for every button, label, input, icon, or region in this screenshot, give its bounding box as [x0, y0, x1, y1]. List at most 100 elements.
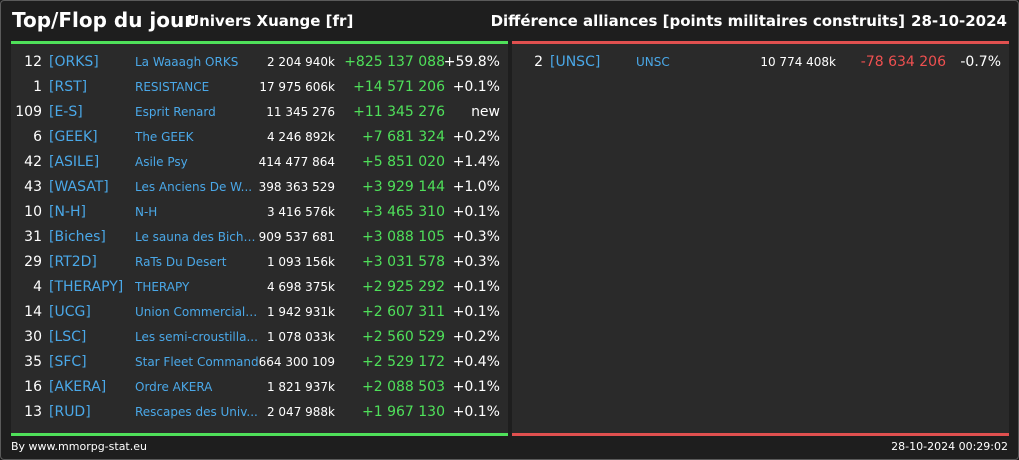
- alliance-name-link[interactable]: Esprit Renard: [135, 105, 216, 119]
- top-row: 29 [RT2D] RaTs Du Desert 1 093 156k +3 031 5…: [11, 250, 508, 275]
- alliance-points: 1 821 937k: [266, 380, 335, 394]
- percent-change: +1.0%: [452, 179, 500, 195]
- alliance-rank: 4: [33, 279, 42, 295]
- top-row: 43 [WASAT] Les Anciens De W... 398 363 529 +…: [11, 175, 508, 200]
- alliance-name-link[interactable]: Les Anciens De W...: [135, 180, 253, 194]
- alliance-name-link[interactable]: THERAPY: [135, 280, 190, 294]
- alliance-points: 11 345 276: [266, 105, 335, 119]
- percent-change: +1.4%: [452, 154, 500, 170]
- alliance-rank: 35: [24, 354, 42, 370]
- alliance-tag-link[interactable]: [AKERA]: [49, 379, 107, 395]
- alliance-name-link[interactable]: RaTs Du Desert: [135, 255, 227, 269]
- percent-change: +0.3%: [452, 254, 500, 270]
- flop-row: 2 [UNSC] UNSC 10 774 408k -78 634 206 -0.7%: [512, 50, 1009, 75]
- alliance-tag-link[interactable]: [RUD]: [49, 404, 91, 420]
- alliance-rank: 6: [33, 129, 42, 145]
- points-difference: +1 967 130: [362, 404, 445, 420]
- alliance-tag-link[interactable]: [WASAT]: [49, 179, 109, 195]
- points-difference: +2 560 529: [362, 329, 445, 345]
- points-difference: +825 137 088: [344, 54, 445, 70]
- alliance-tag-link[interactable]: [GEEK]: [49, 129, 98, 145]
- alliance-rank: 1: [33, 79, 42, 95]
- universe-subtitle: Univers Xuange [fr]: [187, 12, 354, 30]
- alliance-points: 414 477 864: [258, 155, 335, 169]
- alliance-rank: 13: [24, 404, 42, 420]
- percent-change: +0.2%: [452, 329, 500, 345]
- points-difference: +11 345 276: [353, 104, 445, 120]
- alliance-name-link[interactable]: Rescapes des Univ...: [135, 405, 258, 419]
- alliance-tag-link[interactable]: [UNSC]: [550, 54, 601, 70]
- alliance-points: 10 774 408k: [760, 55, 836, 69]
- alliance-tag-link[interactable]: [RST]: [49, 79, 88, 95]
- alliance-rank: 10: [24, 204, 42, 220]
- top-row: 16 [AKERA] Ordre AKERA 1 821 937k +2 088 503…: [11, 375, 508, 400]
- alliance-points: 17 975 606k: [259, 80, 335, 94]
- alliance-rank: 2: [534, 54, 543, 70]
- top-row: 109 [E-S] Esprit Renard 11 345 276 +11 345 2…: [11, 100, 508, 125]
- alliance-name-link[interactable]: N-H: [135, 205, 158, 219]
- alliance-name-link[interactable]: Le sauna des Biche...: [135, 230, 259, 244]
- top-row: 13 [RUD] Rescapes des Univ... 2 047 988k +1 …: [11, 400, 508, 425]
- points-difference: +2 529 172: [362, 354, 445, 370]
- alliance-rank: 31: [24, 229, 42, 245]
- points-difference: +3 465 310: [362, 204, 445, 220]
- alliance-tag-link[interactable]: [RT2D]: [49, 254, 97, 270]
- alliance-points: 3 416 576k: [266, 205, 335, 219]
- alliance-name-link[interactable]: Asile Psy: [135, 155, 188, 169]
- points-difference: +3 929 144: [362, 179, 445, 195]
- alliance-rank: 12: [24, 54, 42, 70]
- top-panel: 12 [ORKS] La Waaagh ORKS 2 204 940k +825 137…: [11, 41, 508, 436]
- points-difference: +2 088 503: [362, 379, 445, 395]
- alliance-name-link[interactable]: La Waaagh ORKS: [135, 55, 239, 69]
- alliance-tag-link[interactable]: [LSC]: [49, 329, 87, 345]
- points-difference: -78 634 206: [860, 54, 946, 70]
- percent-change: +0.1%: [452, 204, 500, 220]
- page-title: Top/Flop du jour: [12, 8, 195, 32]
- alliance-rank: 14: [24, 304, 42, 320]
- footer-timestamp: 28-10-2024 00:29:02: [891, 440, 1008, 453]
- alliance-points: 664 300 109: [258, 355, 335, 369]
- alliance-tag-link[interactable]: [N-H]: [49, 204, 86, 220]
- alliance-name-link[interactable]: The GEEK: [135, 130, 194, 144]
- alliance-name-link[interactable]: Star Fleet Command: [135, 355, 259, 369]
- alliance-points: 2 204 940k: [266, 55, 335, 69]
- alliance-rank: 16: [24, 379, 42, 395]
- alliance-tag-link[interactable]: [UCG]: [49, 304, 91, 320]
- points-difference: +3 088 105: [362, 229, 445, 245]
- alliance-points: 2 047 988k: [266, 405, 335, 419]
- alliance-points: 4 246 892k: [266, 130, 335, 144]
- alliance-tag-link[interactable]: [E-S]: [49, 104, 83, 120]
- alliance-rank: 109: [15, 104, 42, 120]
- alliance-tag-link[interactable]: [SFC]: [49, 354, 87, 370]
- top-row: 31 [Biches] Le sauna des Biche... 909 537 6…: [11, 225, 508, 250]
- alliance-name-link[interactable]: Les semi-croustilla...: [135, 330, 258, 344]
- alliance-tag-link[interactable]: [ASILE]: [49, 154, 100, 170]
- percent-change: +0.4%: [452, 354, 500, 370]
- alliance-name-link[interactable]: RESISTANCE: [135, 80, 210, 94]
- percent-change: +59.8%: [443, 54, 500, 70]
- alliance-rank: 29: [24, 254, 42, 270]
- alliance-tag-link[interactable]: [ORKS]: [49, 54, 99, 70]
- alliance-points: 1 093 156k: [266, 255, 335, 269]
- top-row: 4 [THERAPY] THERAPY 4 698 375k +2 925 292 +0.…: [11, 275, 508, 300]
- points-difference: +2 607 311: [362, 304, 445, 320]
- top-row: 12 [ORKS] La Waaagh ORKS 2 204 940k +825 137…: [11, 50, 508, 75]
- points-difference: +3 031 578: [362, 254, 445, 270]
- percent-change: +0.2%: [452, 129, 500, 145]
- footer-credit: By www.mmorpg-stat.eu: [11, 440, 147, 453]
- points-difference: +14 571 206: [353, 79, 445, 95]
- alliance-name-link[interactable]: UNSC: [636, 55, 670, 69]
- top-row: 30 [LSC] Les semi-croustilla... 1 078 033k +…: [11, 325, 508, 350]
- alliance-name-link[interactable]: Ordre AKERA: [135, 380, 213, 394]
- alliance-tag-link[interactable]: [Biches]: [49, 229, 106, 245]
- points-difference: +7 681 324: [362, 129, 445, 145]
- alliance-tag-link[interactable]: [THERAPY]: [49, 279, 124, 295]
- alliance-name-link[interactable]: Union Commerciale...: [135, 305, 259, 319]
- alliance-points: 909 537 681: [258, 230, 335, 244]
- percent-change: +0.3%: [452, 229, 500, 245]
- top-row: 10 [N-H] N-H 3 416 576k +3 465 310 +0.1%: [11, 200, 508, 225]
- percent-change: new: [471, 104, 500, 120]
- alliance-points: 398 363 529: [258, 180, 335, 194]
- percent-change: +0.1%: [452, 304, 500, 320]
